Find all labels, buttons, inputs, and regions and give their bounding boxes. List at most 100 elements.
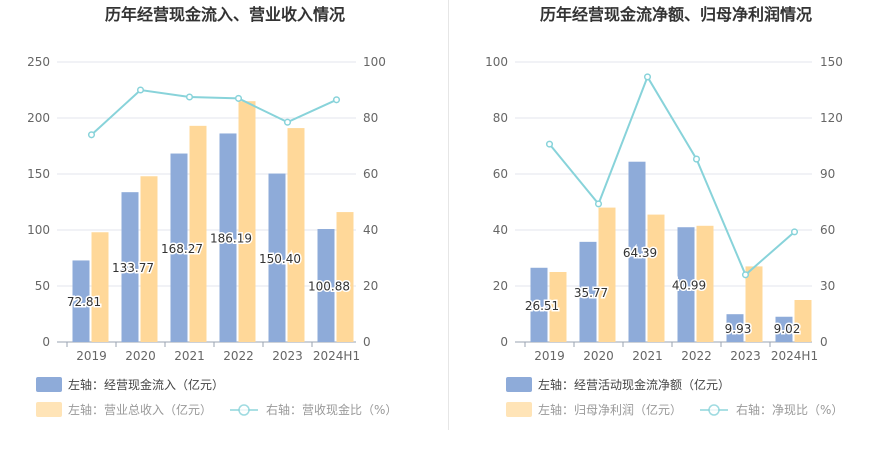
bar-series-2 — [238, 101, 256, 342]
bar-data-label: 150.40 — [259, 252, 301, 266]
bar-data-label: 40.99 — [672, 279, 706, 293]
legend-swatch-line-marker — [708, 404, 720, 416]
line-series — [90, 88, 337, 136]
right-axis-tick-label: 100 — [363, 55, 386, 69]
right-axis-tick-label: 0 — [820, 335, 828, 349]
left-axis-tick-label: 100 — [27, 223, 50, 237]
legend-swatch-line-marker — [238, 404, 250, 416]
bar-series-1 — [121, 192, 139, 342]
bar-data-label: 26.51 — [525, 299, 559, 313]
bar-data-label: 168.27 — [161, 242, 203, 256]
line-point — [643, 73, 652, 81]
legend-swatch-bar-2 — [506, 402, 532, 417]
line-point — [594, 200, 603, 208]
bar-series-1 — [677, 227, 695, 342]
left-axis-tick-label: 100 — [485, 55, 508, 69]
right-axis-tick-label: 60 — [820, 223, 835, 237]
bar-series-2 — [189, 125, 207, 342]
legend-swatch-bar-2 — [36, 402, 62, 417]
bar-series-1 — [579, 241, 597, 342]
left-axis-tick-label: 80 — [493, 111, 508, 125]
chart-title: 历年经营现金流净额、归母净利润情况 — [540, 5, 812, 24]
bar-series-2 — [140, 176, 158, 342]
bar-series-2 — [598, 207, 616, 342]
legend-swatch-bar-1 — [506, 377, 532, 392]
bar-data-label: 186.19 — [210, 232, 252, 246]
legend-label: 右轴：营收现金比（%） — [266, 402, 397, 417]
x-axis-category-label: 2021 — [174, 349, 205, 363]
line-point — [234, 94, 243, 102]
left-axis-tick-label: 0 — [42, 335, 50, 349]
bar-data-label: 64.39 — [623, 246, 657, 260]
bar-series-1 — [628, 161, 646, 342]
line-point — [87, 131, 96, 139]
bar-data-label: 72.81 — [67, 295, 101, 309]
right-axis-tick-label: 60 — [363, 167, 378, 181]
left-axis-tick-label: 250 — [27, 55, 50, 69]
line-point — [545, 140, 554, 148]
line-series — [548, 74, 796, 277]
legend-label: 左轴：归母净利润（亿元） — [538, 402, 682, 417]
bar-series-1 — [775, 316, 793, 342]
chart-title: 历年经营现金流入、营业收入情况 — [105, 5, 345, 24]
bar-series-1 — [72, 260, 90, 342]
line-point — [332, 96, 341, 104]
left-axis-tick-label: 20 — [493, 279, 508, 293]
legend-swatch-bar-1 — [36, 377, 62, 392]
x-axis-category-label: 2021 — [632, 349, 663, 363]
legend-label: 右轴：净现比（%） — [736, 402, 843, 417]
left-axis-tick-label: 200 — [27, 111, 50, 125]
bar-data-label: 35.77 — [574, 286, 608, 300]
bar-series-2 — [745, 266, 763, 342]
bar-series-1 — [170, 153, 188, 342]
bar-series-1 — [268, 173, 286, 342]
right-axis-tick-label: 30 — [820, 279, 835, 293]
x-axis-category-label: 2019 — [76, 349, 107, 363]
legend-label: 左轴：经营活动现金流净额（亿元） — [538, 377, 730, 392]
x-axis-category-label: 2020 — [583, 349, 614, 363]
bar-series-2 — [91, 232, 109, 342]
line-point — [185, 93, 194, 101]
line-point — [283, 118, 292, 126]
line-point — [136, 86, 145, 94]
bar-data-label: 9.02 — [774, 322, 801, 336]
bar-series-2 — [696, 225, 714, 342]
bar-series-2 — [287, 128, 305, 342]
bar-series-2 — [549, 272, 567, 342]
line-point — [741, 271, 750, 279]
left-axis-tick-label: 0 — [500, 335, 508, 349]
bar-series-1 — [530, 267, 548, 342]
legend-label: 左轴：营业总收入（亿元） — [68, 402, 212, 417]
left-axis-tick-label: 150 — [27, 167, 50, 181]
x-axis-category-label: 2023 — [730, 349, 761, 363]
x-axis-category-label: 2020 — [125, 349, 156, 363]
x-axis-category-label: 2023 — [272, 349, 303, 363]
x-axis-category-label: 2022 — [681, 349, 712, 363]
left-axis-tick-label: 60 — [493, 167, 508, 181]
right-axis-tick-label: 90 — [820, 167, 835, 181]
bar-data-label: 9.93 — [725, 322, 752, 336]
right-axis-tick-label: 20 — [363, 279, 378, 293]
bar-series-2 — [794, 300, 812, 342]
x-axis-category-label: 2019 — [534, 349, 565, 363]
panel-divider — [448, 0, 449, 430]
right-axis-tick-label: 40 — [363, 223, 378, 237]
left-axis-tick-label: 50 — [35, 279, 50, 293]
x-axis-category-label: 2024H1 — [771, 349, 818, 363]
bar-series-2 — [647, 214, 665, 342]
bar-data-label: 100.88 — [308, 280, 350, 294]
line-point — [790, 228, 799, 236]
right-axis-tick-label: 120 — [820, 111, 843, 125]
x-axis-category-label: 2024H1 — [313, 349, 360, 363]
x-axis-category-label: 2022 — [223, 349, 254, 363]
line-point — [692, 155, 701, 163]
right-axis-tick-label: 0 — [363, 335, 371, 349]
right-axis-tick-label: 150 — [820, 55, 843, 69]
bar-series-2 — [336, 212, 354, 342]
bar-data-label: 133.77 — [112, 261, 154, 275]
bar-series-1 — [219, 133, 237, 342]
bar-series-1 — [317, 229, 335, 342]
right-axis-tick-label: 80 — [363, 111, 378, 125]
